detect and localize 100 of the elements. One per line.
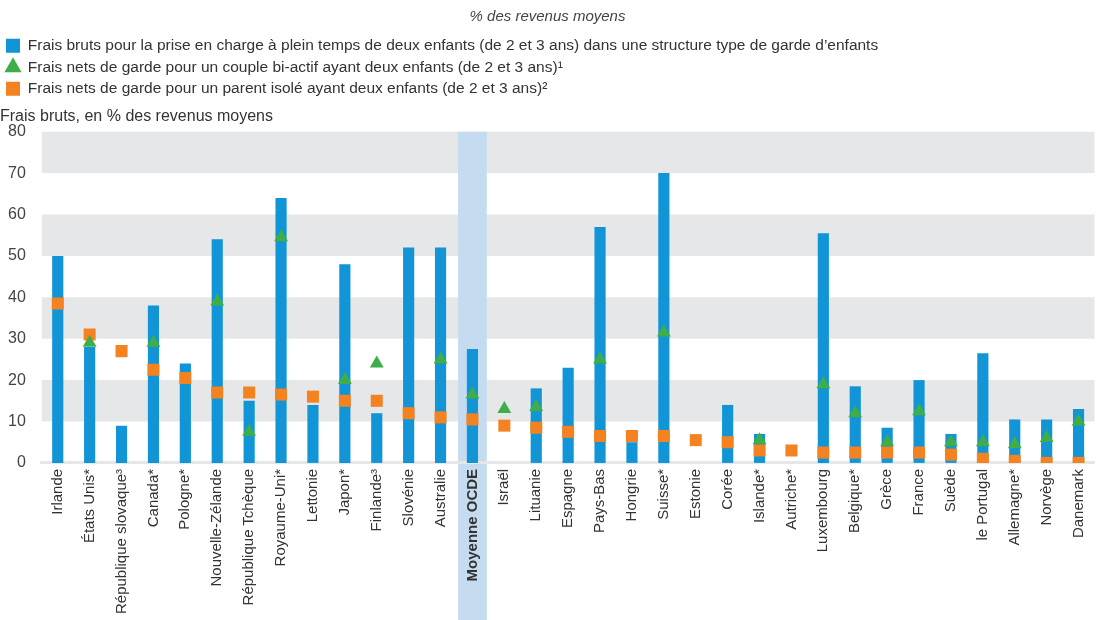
point <box>880 434 895 447</box>
point <box>211 386 224 399</box>
x-tick-label: Pologne* <box>175 468 193 530</box>
point <box>370 394 383 407</box>
point <box>115 345 128 358</box>
point <box>944 448 957 461</box>
point <box>497 401 512 414</box>
point <box>433 351 448 364</box>
point <box>402 407 415 420</box>
point <box>594 429 607 442</box>
point <box>975 434 990 447</box>
x-tick-label: Australie <box>430 468 448 528</box>
point <box>976 452 989 463</box>
point <box>147 363 160 376</box>
x-tick-label: Hongrie <box>622 468 640 522</box>
point <box>179 372 192 385</box>
point <box>881 446 894 459</box>
point <box>656 324 671 337</box>
point <box>146 334 161 347</box>
x-tick-label: Estonie <box>685 468 703 519</box>
point <box>562 425 575 438</box>
y-tick-label: 40 <box>8 287 26 305</box>
x-tick-label: Pays-Bas <box>590 468 608 534</box>
point <box>625 429 638 442</box>
x-tick-label: États Unis* <box>79 468 97 544</box>
x-tick-label: Corée <box>717 468 735 510</box>
point <box>243 386 256 399</box>
x-tick-label: le Portugal <box>972 468 990 541</box>
x-tick-label: Norvège <box>1036 468 1054 526</box>
y-axis-title: Frais bruts, en % des revenus moyens <box>0 106 274 124</box>
point <box>753 444 766 457</box>
y-tick-label: 30 <box>8 329 26 347</box>
x-tick-label: Finlande³ <box>366 468 384 532</box>
point <box>242 423 257 436</box>
x-tick-label: Autriche* <box>781 468 799 530</box>
x-tick-label: Belgique* <box>845 468 863 534</box>
bar <box>115 425 128 463</box>
point <box>274 229 288 242</box>
x-tick-label: Lituanie <box>526 468 544 522</box>
point <box>529 399 544 412</box>
x-tick-label: Suède <box>941 468 959 513</box>
point <box>944 434 958 447</box>
bar <box>275 197 287 463</box>
point <box>848 405 863 418</box>
bar <box>434 247 447 463</box>
y-tick-label: 70 <box>8 163 26 181</box>
x-tick-label: Royaume-Uni* <box>271 468 289 567</box>
point <box>337 372 352 385</box>
point <box>466 413 479 426</box>
point <box>657 429 670 442</box>
point <box>1039 430 1054 443</box>
bar <box>594 226 606 463</box>
x-tick-label: Espagne <box>558 468 576 529</box>
point <box>849 446 862 459</box>
point <box>913 446 926 459</box>
point <box>434 411 447 424</box>
y-tick-label: 10 <box>8 411 26 429</box>
x-tick-label: Lettonie <box>303 468 321 523</box>
x-tick-label: France <box>909 468 927 516</box>
x-tick-label: Danemark <box>1068 468 1086 539</box>
y-tick-label: 80 <box>8 122 26 140</box>
point <box>338 394 351 407</box>
point <box>721 436 734 449</box>
x-tick-label: Suisse* <box>653 468 671 520</box>
x-tick-label: Canada* <box>143 468 161 528</box>
point <box>369 355 384 368</box>
legend-label: Frais bruts pour la prise en charge à plein temps de deux enfants (de 2 et 3 ans) dans une structure type de garde d’enfants <box>27 36 879 54</box>
point <box>1007 436 1022 449</box>
x-tick-label: Islande* <box>749 468 767 524</box>
point <box>752 432 767 445</box>
point <box>1071 413 1086 426</box>
x-tick-label: Luxembourg <box>813 468 831 553</box>
bar <box>626 442 638 463</box>
bar <box>371 413 383 463</box>
chart-title: % des revenus moyens <box>469 7 626 25</box>
point <box>275 388 288 401</box>
x-tick-label: Slovénie <box>398 468 416 527</box>
point <box>210 293 225 306</box>
bar <box>658 173 670 463</box>
point <box>816 376 831 389</box>
y-tick-label: 20 <box>8 370 26 388</box>
point <box>689 434 702 447</box>
legend-label: Frais nets de garde pour un parent isolé ayant deux enfants (de 2 et 3 ans)² <box>27 79 548 97</box>
point <box>817 446 830 459</box>
x-tick-label: Nouvelle-Zélande <box>207 468 225 587</box>
point <box>306 390 319 403</box>
x-tick-label: Irlande <box>47 468 65 515</box>
point <box>498 419 511 432</box>
bar <box>84 346 96 463</box>
x-tick-label: République slovaque³ <box>111 468 129 615</box>
bar <box>403 247 415 463</box>
point <box>465 386 480 399</box>
y-tick-label: 50 <box>8 246 26 264</box>
bar <box>817 233 829 463</box>
x-tick-label: Israël <box>494 468 512 506</box>
x-tick-label: Grèce <box>877 468 895 510</box>
y-tick-label: 60 <box>8 204 26 222</box>
legend-label: Frais nets de garde pour un couple bi-actif ayant deux enfants (de 2 et 3 ans)¹ <box>27 57 563 75</box>
point <box>912 403 926 416</box>
x-tick-label: République Tchèque <box>239 468 257 606</box>
